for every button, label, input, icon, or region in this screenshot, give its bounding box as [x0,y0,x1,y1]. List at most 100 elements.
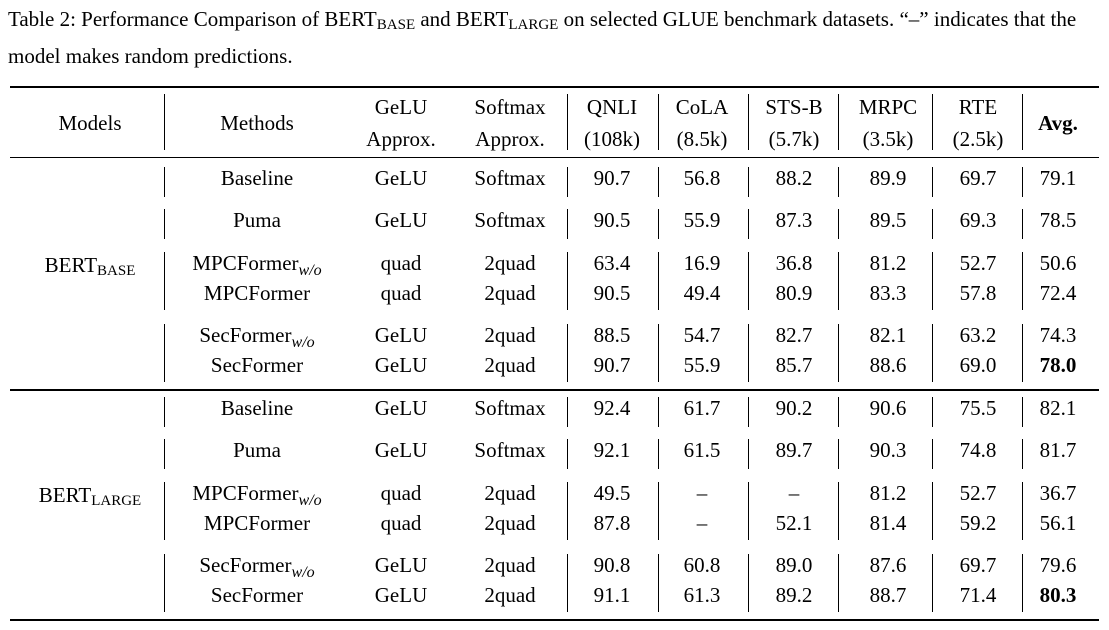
method-name-subscript: w/o [291,564,315,581]
score-value: 69.3 [959,208,997,232]
caption-lead: Table 2: Performance Comparison of BERT [8,7,377,31]
score-value: 54.7 [683,323,721,347]
score-value: 71.4 [959,583,997,607]
score-value: 16.9 [683,251,721,275]
score-value: 90.5 [593,208,631,232]
header-dataset-name: QNLI [586,95,638,119]
method-name-subscript: w/o [291,334,315,351]
softmax-approx-value: 2quad [484,251,536,275]
score-value: 90.7 [593,166,631,190]
column-separator [838,209,839,239]
column-separator [932,209,933,239]
header-gelu-line1: GeLU [374,95,428,119]
score-value: 57.8 [959,281,997,305]
column-separator [838,482,839,540]
softmax-approx-value: 2quad [484,583,536,607]
score-value: 92.1 [593,438,631,462]
column-separator [658,94,659,150]
header-methods: Methods [220,111,294,135]
header-dataset-name: STS-B [765,95,823,119]
column-separator [1022,94,1023,150]
score-value: 52.7 [959,251,997,275]
avg-value: 74.3 [1039,323,1077,347]
method-name-subscript: w/o [298,262,322,279]
column-separator [932,167,933,197]
softmax-approx-value: 2quad [484,511,536,535]
table-caption: Table 2: Performance Comparison of BERTB… [8,4,1103,72]
score-value: 89.0 [775,553,813,577]
header-dataset-size: (8.5k) [676,127,728,151]
column-separator [1022,252,1023,310]
column-separator [567,252,568,310]
score-value: 91.1 [593,583,631,607]
method-name: MPCFormer [203,511,311,535]
model-name: BERTBASE [44,253,136,279]
method-name-subscript: w/o [298,492,322,509]
score-value: 90.8 [593,553,631,577]
score-value: 61.3 [683,583,721,607]
column-separator [1022,439,1023,469]
score-value: 89.2 [775,583,813,607]
header-dataset-name: RTE [958,95,998,119]
avg-value: 72.4 [1039,281,1077,305]
table-rule-thick [10,619,1099,621]
column-separator [748,167,749,197]
gelu-approx-value: quad [380,281,422,305]
column-separator [1022,482,1023,540]
score-value: 88.6 [869,353,907,377]
score-value: 69.7 [959,553,997,577]
caption-sub-large: LARGE [508,17,559,33]
table-rule-thick [10,86,1099,88]
score-value: 88.7 [869,583,907,607]
method-name: MPCFormerw/o [192,481,322,509]
score-value: 59.2 [959,511,997,535]
avg-value: 36.7 [1039,481,1077,505]
score-value: 49.5 [593,481,631,505]
softmax-approx-value: Softmax [474,438,546,462]
score-value: – [696,481,708,505]
score-value: 61.5 [683,438,721,462]
column-separator [932,397,933,427]
score-value: 69.0 [959,353,997,377]
column-separator [748,482,749,540]
column-separator [567,439,568,469]
score-value: 90.3 [869,438,907,462]
score-value: 89.7 [775,438,813,462]
column-separator [164,167,165,197]
score-value: 92.4 [593,396,631,420]
score-value: 49.4 [683,281,721,305]
column-separator [1022,324,1023,382]
header-gelu-line2: Approx. [366,127,436,151]
avg-value: 79.1 [1039,166,1077,190]
softmax-approx-value: 2quad [484,281,536,305]
method-name: Puma [233,208,281,232]
header-avg: Avg. [1038,111,1078,135]
score-value: 55.9 [683,208,721,232]
softmax-approx-value: Softmax [474,208,546,232]
column-separator [1022,397,1023,427]
header-models: Models [58,111,122,135]
gelu-approx-value: GeLU [374,353,428,377]
caption-mid: and BERT [415,7,509,31]
score-value: 83.3 [869,281,907,305]
column-separator [164,554,165,612]
column-separator [567,482,568,540]
header-dataset-size: (108k) [584,127,640,151]
model-name: BERTLARGE [38,483,142,509]
column-separator [932,439,933,469]
method-name: MPCFormerw/o [192,251,322,279]
column-separator [164,482,165,540]
column-separator [932,94,933,150]
column-separator [658,167,659,197]
gelu-approx-value: GeLU [374,166,428,190]
method-name: SecFormerw/o [199,553,315,581]
header-dataset-name: CoLA [675,95,729,119]
score-value: 89.9 [869,166,907,190]
column-separator [748,554,749,612]
gelu-approx-value: GeLU [374,323,428,347]
gelu-approx-value: quad [380,511,422,535]
score-value: 63.4 [593,251,631,275]
column-separator [164,94,165,150]
score-value: 61.7 [683,396,721,420]
column-separator [838,167,839,197]
